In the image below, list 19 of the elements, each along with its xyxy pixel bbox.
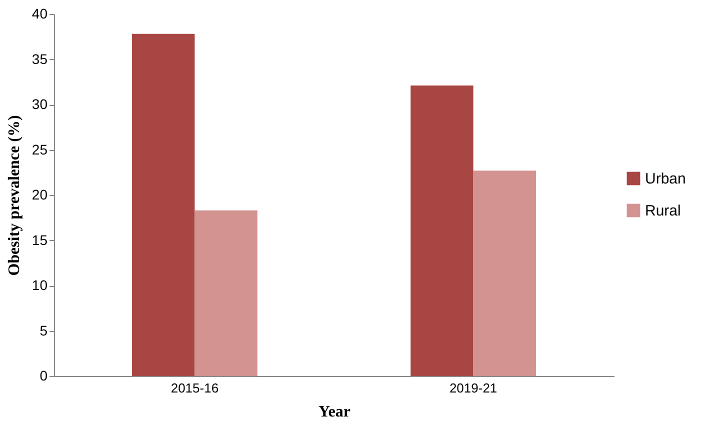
bar <box>132 34 195 376</box>
legend-label: Urban <box>645 170 686 188</box>
bar <box>410 85 474 376</box>
y-tick-label: 5 <box>40 322 48 338</box>
bar <box>473 170 536 376</box>
y-tick-label: 0 <box>40 368 48 384</box>
y-tick-label: 35 <box>32 50 48 67</box>
y-tick-label: 40 <box>32 6 48 22</box>
x-axis-title: Year <box>318 404 350 420</box>
y-axis-title: Obesity prevalence (%) <box>6 115 23 276</box>
y-tick-label: 10 <box>32 277 48 293</box>
legend-label: Rural <box>645 202 681 220</box>
y-tick-label: 30 <box>32 96 48 112</box>
y-tick-label: 20 <box>32 186 48 202</box>
bar <box>194 210 258 376</box>
y-tick-label: 15 <box>32 232 48 248</box>
x-tick-label: 2019-21 <box>449 380 498 396</box>
y-tick-label: 25 <box>32 141 48 158</box>
x-tick-label: 2015-16 <box>170 380 219 396</box>
